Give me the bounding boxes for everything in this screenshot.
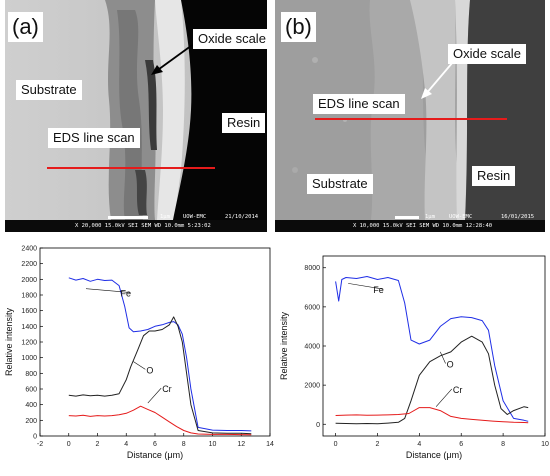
series-fe-line (68, 277, 252, 432)
resin-label-a: Resin (222, 113, 266, 133)
x-axis-label: Distance (μm) (127, 450, 183, 460)
series-cr-pointer (435, 388, 453, 407)
sem-image-b: (b) Oxide scale EDS line scan Substrate … (275, 0, 545, 232)
oxide-scale-label-b: Oxide scale (448, 44, 526, 64)
scale-bar-label-b: 1μm (425, 214, 435, 220)
series-cr-pointer (147, 387, 162, 404)
y-tick-label: 4000 (304, 344, 320, 351)
y-tick-label: 1200 (21, 340, 37, 347)
series-o-line (68, 316, 252, 435)
y-tick-label: 2000 (304, 383, 320, 390)
scale-bar-label-a: 1μm (160, 214, 170, 220)
x-tick-label: 4 (124, 441, 128, 448)
panel-label-a: (a) (8, 12, 43, 42)
x-tick-label: 10 (209, 441, 217, 448)
series-cr-line (335, 407, 529, 424)
panel-label-b: (b) (281, 12, 316, 42)
series-fe-pointer (85, 288, 131, 293)
series-fe-label: Fe (121, 289, 132, 299)
series-o-label: O (146, 365, 153, 375)
y-axis-label: Relative intensity (279, 311, 289, 380)
y-tick-label: 0 (33, 434, 37, 441)
x-tick-label: 6 (459, 441, 463, 448)
plot-frame (39, 247, 271, 437)
x-tick-label: 4 (417, 441, 421, 448)
x-tick-label: 10 (541, 441, 549, 448)
y-tick-label: 2200 (21, 261, 37, 268)
series-o-line (335, 335, 529, 425)
x-tick-label: 6 (153, 441, 157, 448)
y-tick-label: 400 (25, 402, 37, 409)
y-tick-label: 6000 (304, 304, 320, 311)
x-tick-label: 8 (501, 441, 505, 448)
x-tick-label: 8 (182, 441, 186, 448)
eds-line-scan-label-b: EDS line scan (313, 94, 405, 114)
x-tick-label: 12 (237, 441, 245, 448)
date-label-a: 21/10/2014 (225, 214, 259, 220)
y-tick-label: 1800 (21, 293, 37, 300)
series-fe-label: Fe (373, 285, 384, 295)
x-tick-label: 0 (67, 441, 71, 448)
info-bar-b: X 10,000 15.0kV SEI SEM WD 10.0mm 12:28:… (353, 223, 493, 229)
y-tick-label: 2000 (21, 277, 37, 284)
y-tick-label: 2400 (21, 246, 37, 253)
series-o-label: O (447, 360, 454, 370)
x-tick-label: 2 (375, 441, 379, 448)
series-cr-label: Cr (162, 384, 172, 394)
y-tick-label: 1000 (21, 355, 37, 362)
eds-chart-a: -2 0 2 4 6 8 10 12 14 0 200 400 600 800 1000 1200 1400 16… (0, 236, 275, 471)
y-tick-label: 8000 (304, 265, 320, 272)
x-tick-label: 14 (266, 441, 274, 448)
x-tick-label: 0 (334, 441, 338, 448)
series-cr-line (68, 405, 252, 436)
sem-image-a: (a) Oxide scale Substrate Resin EDS line… (5, 0, 267, 232)
x-axis-label: Distance (μm) (406, 450, 462, 460)
y-tick-label: 200 (25, 418, 37, 425)
resin-label-b: Resin (472, 166, 516, 186)
y-tick-label: 800 (25, 371, 37, 378)
y-tick-label: 1400 (21, 324, 37, 331)
x-tick-label: 2 (96, 441, 100, 448)
date-label-b: 16/01/2015 (501, 214, 535, 220)
x-tick-label: -2 (37, 441, 43, 448)
series-fe-line (335, 276, 529, 422)
eds-line-scan-label-a: EDS line scan (48, 128, 140, 148)
lab-label-b: UOW-EMC (449, 214, 473, 220)
lab-label-a: UOW-EMC (183, 214, 207, 220)
eds-chart-a-svg: -2 0 2 4 6 8 10 12 14020040060080010001200140016… (4, 246, 274, 461)
eds-chart-b: 0 2 4 6 8 10 0 2000 4000 6000 8000 Distance (μm) Rel… (275, 236, 550, 471)
substrate-label-b: Substrate (307, 174, 373, 194)
y-tick-label: 0 (316, 422, 320, 429)
series-cr-label: Cr (453, 385, 463, 395)
eds-chart-b-svg: 0 2 4 6 8 10 0 2000 4000 6000 8000 Distance (μm) Rel… (279, 255, 549, 460)
oxide-scale-label-a: Oxide scale (193, 29, 267, 49)
y-tick-label: 1600 (21, 308, 37, 315)
y-axis-label: Relative intensity (4, 307, 14, 376)
series-fe-pointer (348, 283, 384, 290)
series-o-pointer (440, 351, 446, 364)
series-o-pointer (133, 361, 146, 370)
substrate-label-a: Substrate (16, 80, 82, 100)
info-bar-a: X 20,000 15.0kV SEI SEM WD 10.0mm 5:23:0… (75, 223, 211, 229)
y-tick-label: 600 (25, 387, 37, 394)
